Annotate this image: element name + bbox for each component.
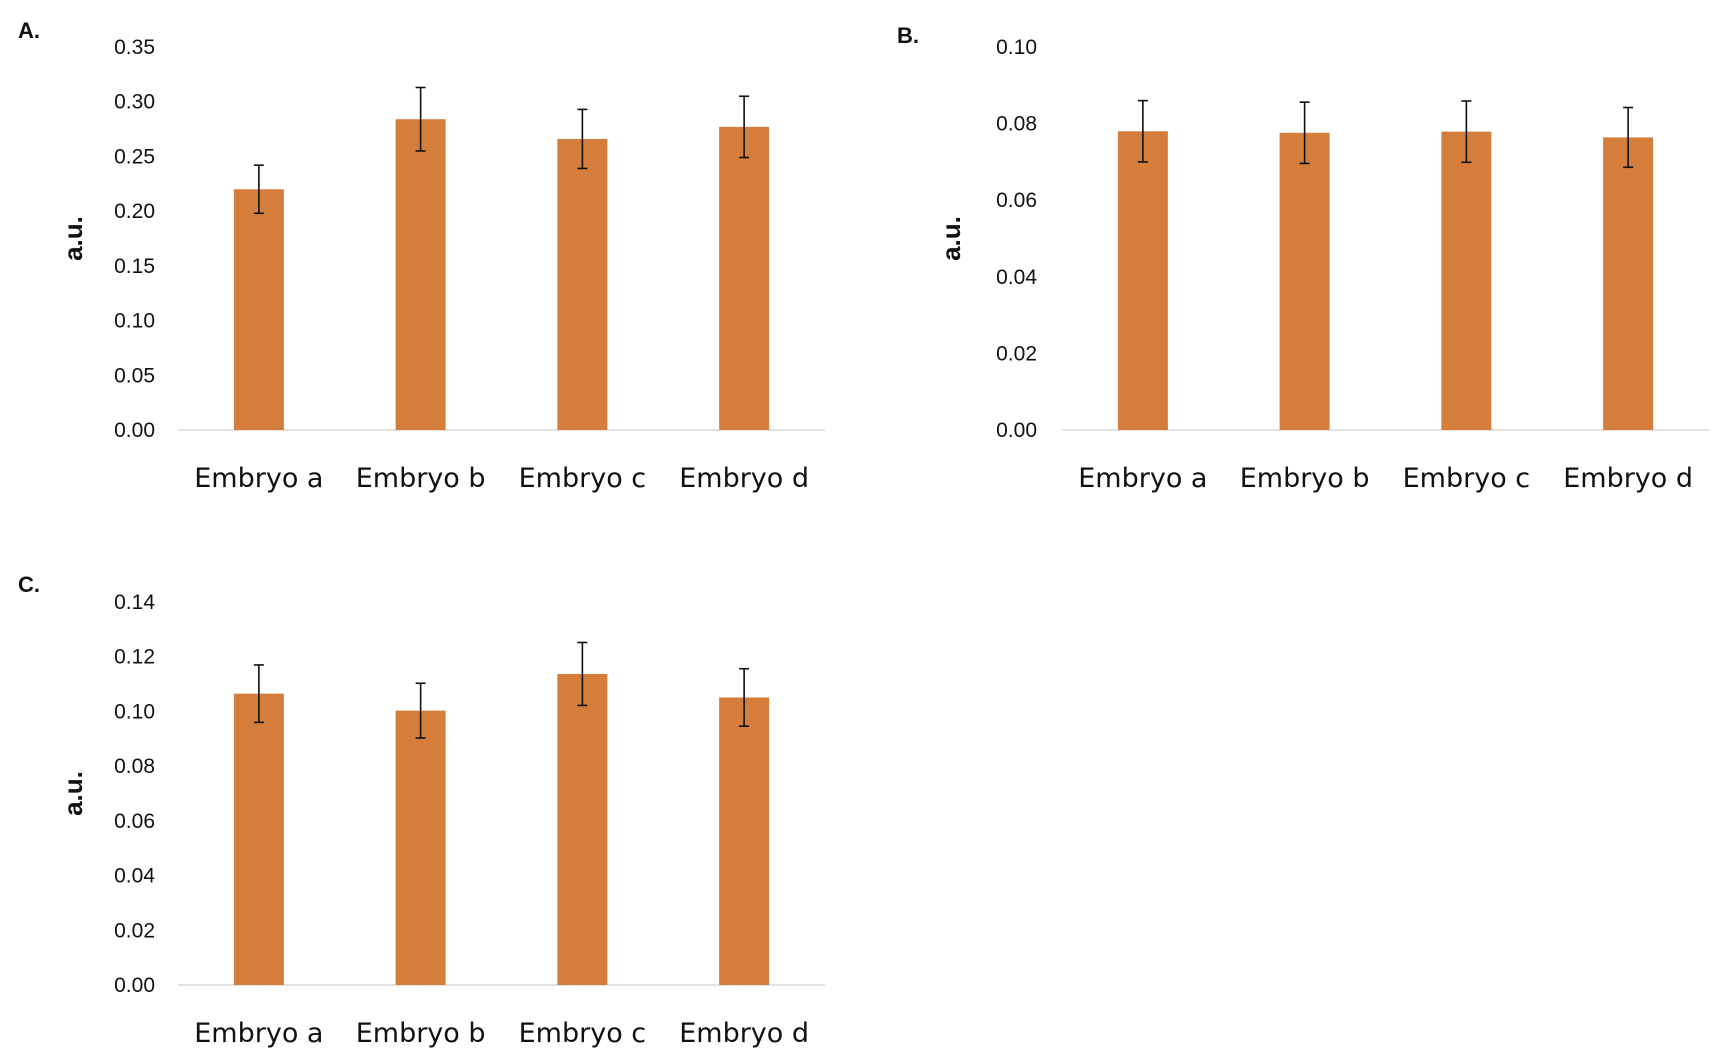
y-tick-label: 0.14 bbox=[114, 591, 155, 614]
y-tick-label: 0.10 bbox=[114, 310, 155, 333]
y-tick-label: 0.02 bbox=[996, 342, 1037, 365]
y-tick-label: 0.35 bbox=[114, 36, 155, 59]
panel-letter: B. bbox=[897, 23, 919, 48]
y-tick-label: 0.06 bbox=[114, 810, 155, 833]
bar bbox=[233, 693, 284, 985]
y-tick-label: 0.00 bbox=[114, 974, 155, 997]
x-tick-label: Embryo b bbox=[356, 1018, 486, 1049]
y-tick-label: 0.05 bbox=[114, 364, 155, 387]
y-tick-label: 0.04 bbox=[996, 266, 1037, 289]
y-tick-label: 0.10 bbox=[996, 36, 1037, 59]
x-tick-label: Embryo d bbox=[679, 1018, 809, 1049]
y-tick-label: 0.12 bbox=[114, 646, 155, 669]
y-tick-label: 0.06 bbox=[996, 189, 1037, 212]
chart-panel-b: B. 0.00 0.02 0.04 0.06 0.08 0.10 a.u. Embryo a Em… bbox=[897, 23, 1709, 494]
y-tick-label: 0.00 bbox=[114, 419, 155, 442]
x-tick-label: Embryo b bbox=[1240, 463, 1370, 494]
y-tick-label: 0.15 bbox=[114, 255, 155, 278]
y-tick-label: 0.04 bbox=[114, 865, 155, 888]
y-tick-label: 0.00 bbox=[996, 419, 1037, 442]
x-tick-label: Embryo c bbox=[1403, 463, 1531, 494]
x-tick-label: Embryo c bbox=[519, 1018, 647, 1049]
chart-panel-c: C. 0.00 0.02 0.04 0.06 0.08 0.10 0.12 0.14 a.u. Em… bbox=[18, 572, 825, 1049]
x-tick-label: Embryo a bbox=[1078, 463, 1207, 494]
y-tick-label: 0.02 bbox=[114, 919, 155, 942]
y-axis-label: a.u. bbox=[58, 216, 88, 261]
x-tick-label: Embryo c bbox=[519, 463, 647, 494]
y-tick-label: 0.10 bbox=[114, 700, 155, 723]
bar bbox=[1441, 131, 1492, 430]
x-tick-label: Embryo b bbox=[356, 463, 486, 494]
panel-letter: C. bbox=[18, 572, 40, 597]
y-tick-label: 0.08 bbox=[996, 113, 1037, 136]
y-tick-label: 0.08 bbox=[114, 755, 155, 778]
chart-panel-a: A. 0.00 0.05 0.10 0.15 0.20 0.25 0.30 0.35 a.u. Em… bbox=[18, 18, 825, 494]
bar bbox=[1603, 137, 1654, 430]
bar bbox=[719, 697, 770, 985]
bar bbox=[1117, 131, 1168, 430]
y-tick-label: 0.30 bbox=[114, 91, 155, 114]
panel-letter: A. bbox=[18, 18, 40, 43]
x-tick-label: Embryo d bbox=[1563, 463, 1693, 494]
y-tick-label: 0.25 bbox=[114, 145, 155, 168]
bar bbox=[233, 189, 284, 430]
bar bbox=[395, 119, 446, 431]
bar bbox=[395, 710, 446, 985]
x-tick-label: Embryo a bbox=[194, 463, 323, 494]
bar bbox=[557, 138, 608, 431]
y-axis-label: a.u. bbox=[58, 771, 88, 816]
bar bbox=[557, 673, 608, 985]
y-tick-label: 0.20 bbox=[114, 200, 155, 223]
bar bbox=[719, 126, 770, 430]
bar bbox=[1279, 132, 1330, 431]
y-axis-label: a.u. bbox=[936, 216, 966, 261]
x-tick-label: Embryo d bbox=[679, 463, 809, 494]
x-tick-label: Embryo a bbox=[194, 1018, 323, 1049]
